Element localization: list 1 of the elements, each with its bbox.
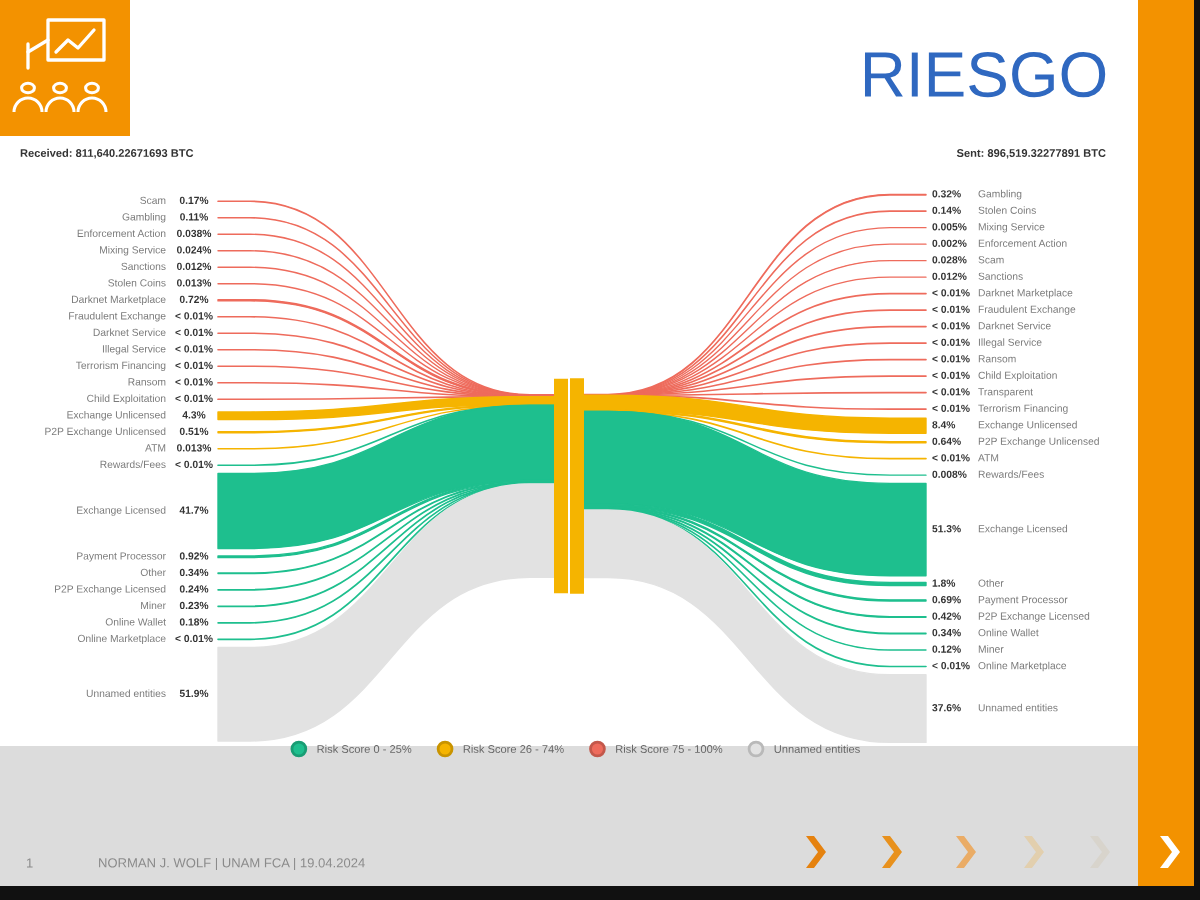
text: RIESGO bbox=[864, 51, 1106, 98]
